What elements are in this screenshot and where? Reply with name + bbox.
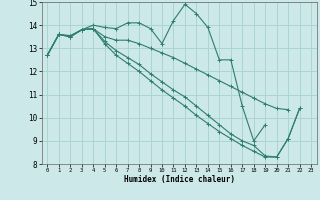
X-axis label: Humidex (Indice chaleur): Humidex (Indice chaleur) bbox=[124, 175, 235, 184]
